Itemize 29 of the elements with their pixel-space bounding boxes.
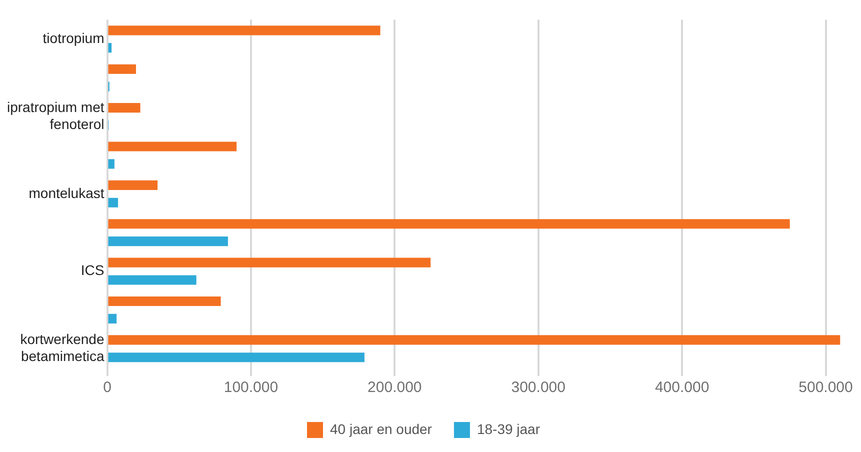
y-tick-label: ipratropium met fenoterol bbox=[6, 98, 104, 132]
y-tick-label: ICS bbox=[80, 262, 104, 278]
bar bbox=[108, 314, 117, 324]
bar bbox=[108, 142, 237, 152]
legend-label: 18-39 jaar bbox=[476, 420, 540, 437]
bar bbox=[108, 335, 840, 345]
x-tick-label: 200.000 bbox=[368, 379, 422, 396]
bar bbox=[108, 352, 364, 362]
bar bbox=[108, 43, 112, 53]
x-tick-label: 400.000 bbox=[654, 379, 710, 396]
x-tick-label: 0 bbox=[103, 379, 112, 396]
bar bbox=[108, 258, 431, 268]
y-tick-label: tiotropium bbox=[42, 30, 104, 46]
bar bbox=[108, 103, 140, 113]
bar bbox=[108, 219, 790, 229]
bar bbox=[108, 180, 158, 190]
bar bbox=[108, 198, 118, 208]
bar bbox=[108, 64, 136, 74]
legend-label: 40 jaar en ouder bbox=[330, 420, 432, 437]
y-tick-label: montelukast bbox=[28, 184, 104, 201]
bar bbox=[108, 26, 380, 36]
bar bbox=[108, 275, 196, 285]
x-tick-label: 100.000 bbox=[224, 379, 278, 396]
y-tick-label: kortwerkende betamimetica bbox=[20, 331, 104, 364]
x-tick-label: 300.000 bbox=[511, 379, 566, 396]
x-tick-label: 500.000 bbox=[798, 379, 853, 396]
bar bbox=[108, 159, 114, 169]
bar bbox=[108, 296, 221, 306]
bar bbox=[108, 236, 228, 246]
